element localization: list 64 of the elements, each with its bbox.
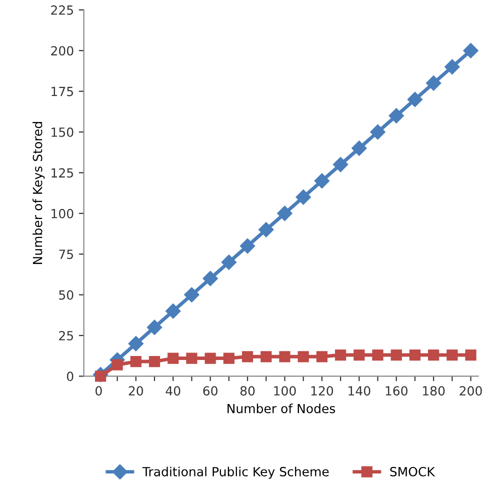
x-tick-label: 40 [166, 386, 180, 396]
point [130, 356, 142, 368]
point [390, 349, 402, 361]
y-tick-label: 200 [51, 46, 74, 56]
x-tick-label: 140 [348, 386, 370, 396]
point [240, 238, 256, 254]
point [463, 43, 478, 58]
point [279, 351, 290, 362]
point [260, 351, 272, 362]
point [370, 124, 386, 140]
y-tick-label: 75 [59, 250, 73, 260]
y-tick-label: 0 [66, 372, 74, 382]
y-tick-label: 150 [52, 127, 74, 137]
point [112, 359, 123, 370]
y-tick-label: 225 [51, 5, 73, 15]
x-tick-label: 80 [240, 386, 255, 396]
point [296, 190, 311, 205]
legend-label: SMOCK [390, 466, 436, 476]
point [204, 352, 216, 364]
x-tick-label: 120 [311, 386, 334, 396]
point [314, 173, 330, 188]
x-axis-title: Number of Nodes [228, 404, 336, 414]
point [428, 349, 440, 361]
point [277, 206, 292, 221]
point [298, 351, 309, 362]
point [168, 352, 179, 364]
point [409, 349, 421, 361]
point [444, 59, 460, 74]
point [407, 92, 423, 108]
y-tick-label: 125 [52, 168, 73, 178]
point [184, 287, 200, 302]
point [258, 222, 274, 238]
y-axis-title: Number of Keys Stored [32, 122, 45, 264]
x-tick-label: 180 [423, 386, 445, 396]
y-tick-label: 25 [59, 330, 73, 340]
y-tick-label: 50 [59, 290, 74, 300]
point [372, 349, 384, 361]
y-tick-label: 175 [52, 86, 73, 96]
point [128, 336, 144, 352]
point [223, 352, 234, 364]
point [388, 108, 404, 124]
point [146, 320, 162, 335]
point [354, 349, 365, 361]
point [166, 304, 181, 319]
point [148, 356, 160, 368]
x-tick-label: 20 [128, 386, 144, 396]
point [186, 352, 198, 364]
x-tick-label: 60 [203, 386, 218, 396]
x-tick-label: 200 [460, 386, 482, 396]
point [426, 76, 442, 91]
point [334, 349, 346, 361]
point [332, 156, 348, 172]
point [352, 140, 367, 156]
x-tick-label: 100 [274, 386, 296, 396]
x-tick-label: 0 [96, 386, 102, 396]
legend-label: Traditional Public Key Scheme [142, 466, 329, 479]
point [316, 351, 328, 362]
y-tick-label: 100 [52, 208, 74, 218]
point [202, 270, 218, 286]
point [446, 349, 458, 361]
x-tick-label: 160 [386, 386, 408, 396]
point [221, 254, 236, 270]
point [465, 349, 476, 361]
point [242, 351, 254, 362]
